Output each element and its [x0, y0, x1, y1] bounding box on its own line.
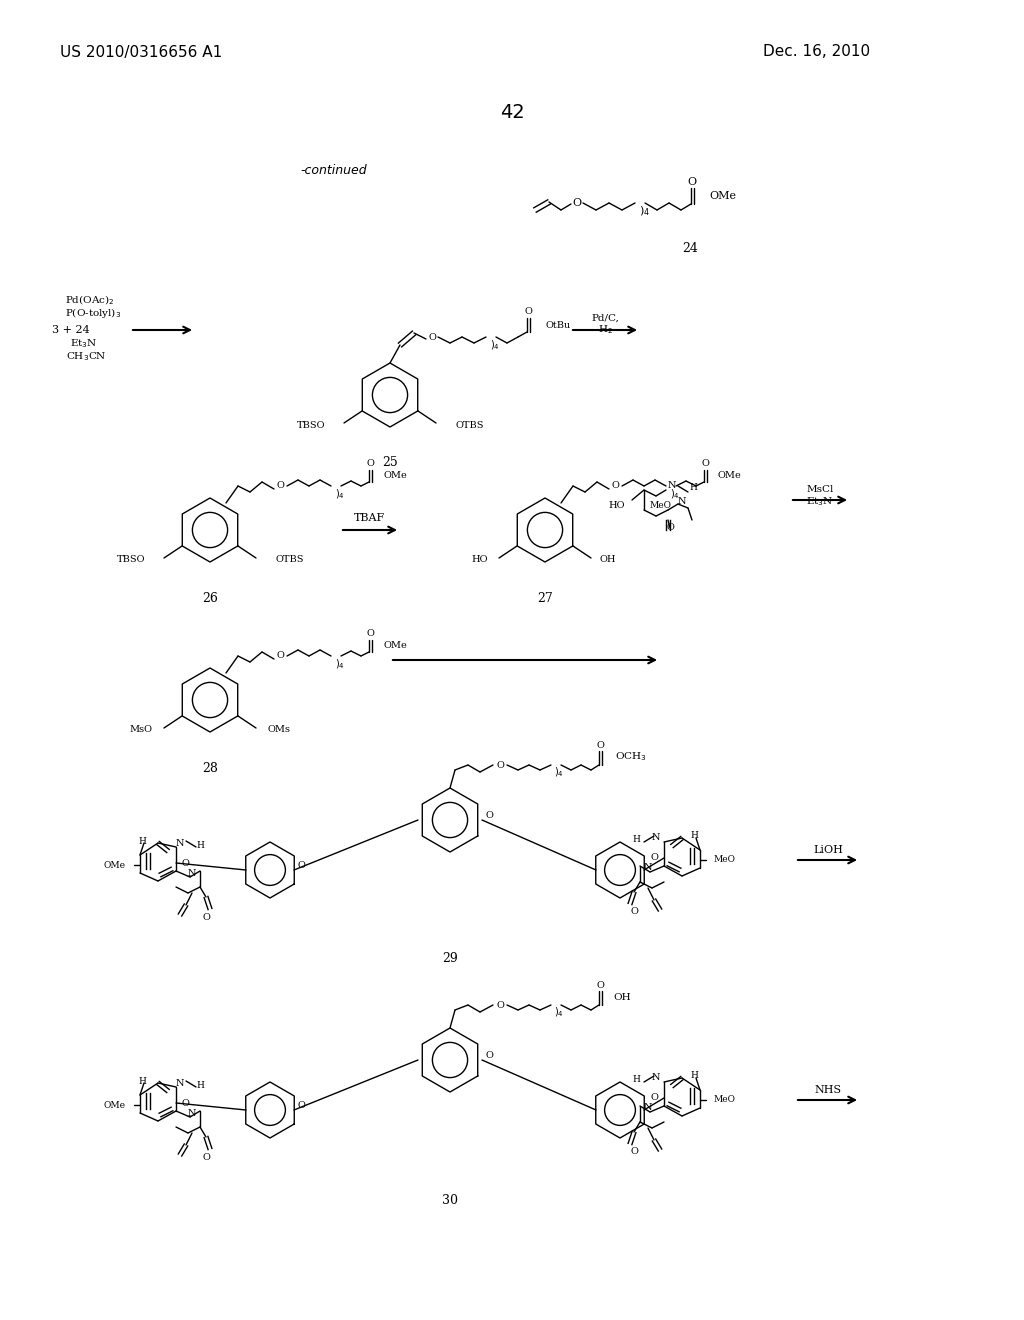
- Text: O: O: [524, 308, 531, 317]
- Text: OH: OH: [600, 556, 616, 565]
- Text: O: O: [182, 1098, 189, 1107]
- Text: O: O: [182, 858, 189, 867]
- Text: N: N: [644, 863, 652, 873]
- Text: TBSO: TBSO: [297, 421, 325, 429]
- Text: O: O: [486, 1051, 494, 1060]
- Text: N: N: [651, 1073, 660, 1082]
- Text: 25: 25: [382, 457, 398, 470]
- Text: OH: OH: [613, 993, 631, 1002]
- Text: OMs: OMs: [268, 726, 291, 734]
- Text: LiOH: LiOH: [813, 845, 843, 855]
- Text: H: H: [196, 1081, 204, 1089]
- Text: HO: HO: [471, 556, 488, 565]
- Text: $)_4$: $)_4$: [639, 205, 650, 218]
- Text: OMe: OMe: [383, 471, 407, 480]
- Text: O: O: [202, 1152, 210, 1162]
- Text: Et$_3$N: Et$_3$N: [70, 338, 97, 350]
- Text: H: H: [138, 1077, 146, 1085]
- Text: N: N: [187, 869, 197, 878]
- Text: H: H: [689, 483, 697, 492]
- Text: O: O: [650, 854, 658, 862]
- Text: O: O: [366, 630, 374, 639]
- Text: MeO: MeO: [650, 500, 672, 510]
- Text: MeO: MeO: [714, 1096, 736, 1105]
- Text: O: O: [701, 459, 709, 469]
- Text: 26: 26: [202, 591, 218, 605]
- Text: Et$_3$N: Et$_3$N: [806, 495, 834, 508]
- Text: O: O: [276, 652, 284, 660]
- Text: N: N: [644, 1104, 652, 1113]
- Text: O: O: [496, 1001, 504, 1010]
- Text: 28: 28: [202, 762, 218, 775]
- Text: US 2010/0316656 A1: US 2010/0316656 A1: [60, 45, 222, 59]
- Text: NHS: NHS: [814, 1085, 842, 1096]
- Text: O: O: [611, 482, 618, 491]
- Text: OMe: OMe: [718, 471, 741, 480]
- Text: HO: HO: [608, 500, 625, 510]
- Text: O: O: [630, 1147, 638, 1156]
- Text: 30: 30: [442, 1193, 458, 1206]
- Text: N: N: [678, 498, 686, 507]
- Text: OTBS: OTBS: [455, 421, 483, 429]
- Text: CH$_3$CN: CH$_3$CN: [66, 351, 106, 363]
- Text: O: O: [366, 459, 374, 469]
- Text: OMe: OMe: [709, 191, 736, 201]
- Text: H: H: [138, 837, 146, 846]
- Text: O: O: [276, 482, 284, 491]
- Text: 27: 27: [538, 591, 553, 605]
- Text: H: H: [196, 841, 204, 850]
- Text: N: N: [176, 1078, 184, 1088]
- Text: OCH$_3$: OCH$_3$: [615, 751, 647, 763]
- Text: O: O: [496, 760, 504, 770]
- Text: MsO: MsO: [129, 726, 152, 734]
- Text: N: N: [651, 833, 660, 842]
- Text: OtBu: OtBu: [545, 321, 570, 330]
- Text: OMe: OMe: [383, 642, 407, 651]
- Text: TBAF: TBAF: [354, 513, 386, 523]
- Text: N: N: [176, 838, 184, 847]
- Text: $)_4$: $)_4$: [335, 487, 345, 500]
- Text: O: O: [428, 333, 436, 342]
- Text: O: O: [650, 1093, 658, 1102]
- Text: O: O: [630, 908, 638, 916]
- Text: N: N: [187, 1109, 197, 1118]
- Text: 42: 42: [500, 103, 524, 121]
- Text: P(O-tolyl)$_3$: P(O-tolyl)$_3$: [65, 306, 121, 319]
- Text: MsCl: MsCl: [806, 486, 834, 495]
- Text: O: O: [596, 741, 604, 750]
- Text: 3 + 24: 3 + 24: [52, 325, 90, 335]
- Text: OTBS: OTBS: [275, 556, 303, 565]
- Text: O: O: [687, 177, 696, 187]
- Text: 24: 24: [682, 242, 698, 255]
- Text: OMe: OMe: [104, 1101, 126, 1110]
- Text: $)_4$: $)_4$: [554, 1006, 564, 1019]
- Text: O: O: [486, 810, 494, 820]
- Text: $)_4$: $)_4$: [554, 766, 564, 779]
- Text: 29: 29: [442, 952, 458, 965]
- Text: N: N: [668, 482, 676, 491]
- Text: $)_4$: $)_4$: [490, 338, 500, 352]
- Text: TBSO: TBSO: [117, 556, 145, 565]
- Text: O: O: [297, 1101, 305, 1110]
- Text: OMe: OMe: [104, 861, 126, 870]
- Text: H$_2$: H$_2$: [597, 323, 612, 337]
- Text: O: O: [572, 198, 582, 209]
- Text: -continued: -continued: [300, 164, 367, 177]
- Text: O: O: [596, 981, 604, 990]
- Text: H: H: [690, 1072, 698, 1081]
- Text: H: H: [632, 836, 640, 845]
- Text: H: H: [632, 1076, 640, 1085]
- Text: $)_4$: $)_4$: [670, 487, 680, 500]
- Text: Dec. 16, 2010: Dec. 16, 2010: [763, 45, 870, 59]
- Text: MeO: MeO: [714, 855, 736, 865]
- Text: $)_4$: $)_4$: [335, 657, 345, 671]
- Text: H: H: [690, 832, 698, 841]
- Text: O: O: [666, 524, 674, 532]
- Text: O: O: [297, 861, 305, 870]
- Text: O: O: [202, 912, 210, 921]
- Text: Pd/C,: Pd/C,: [591, 314, 618, 322]
- Text: Pd(OAc)$_2$: Pd(OAc)$_2$: [65, 293, 115, 306]
